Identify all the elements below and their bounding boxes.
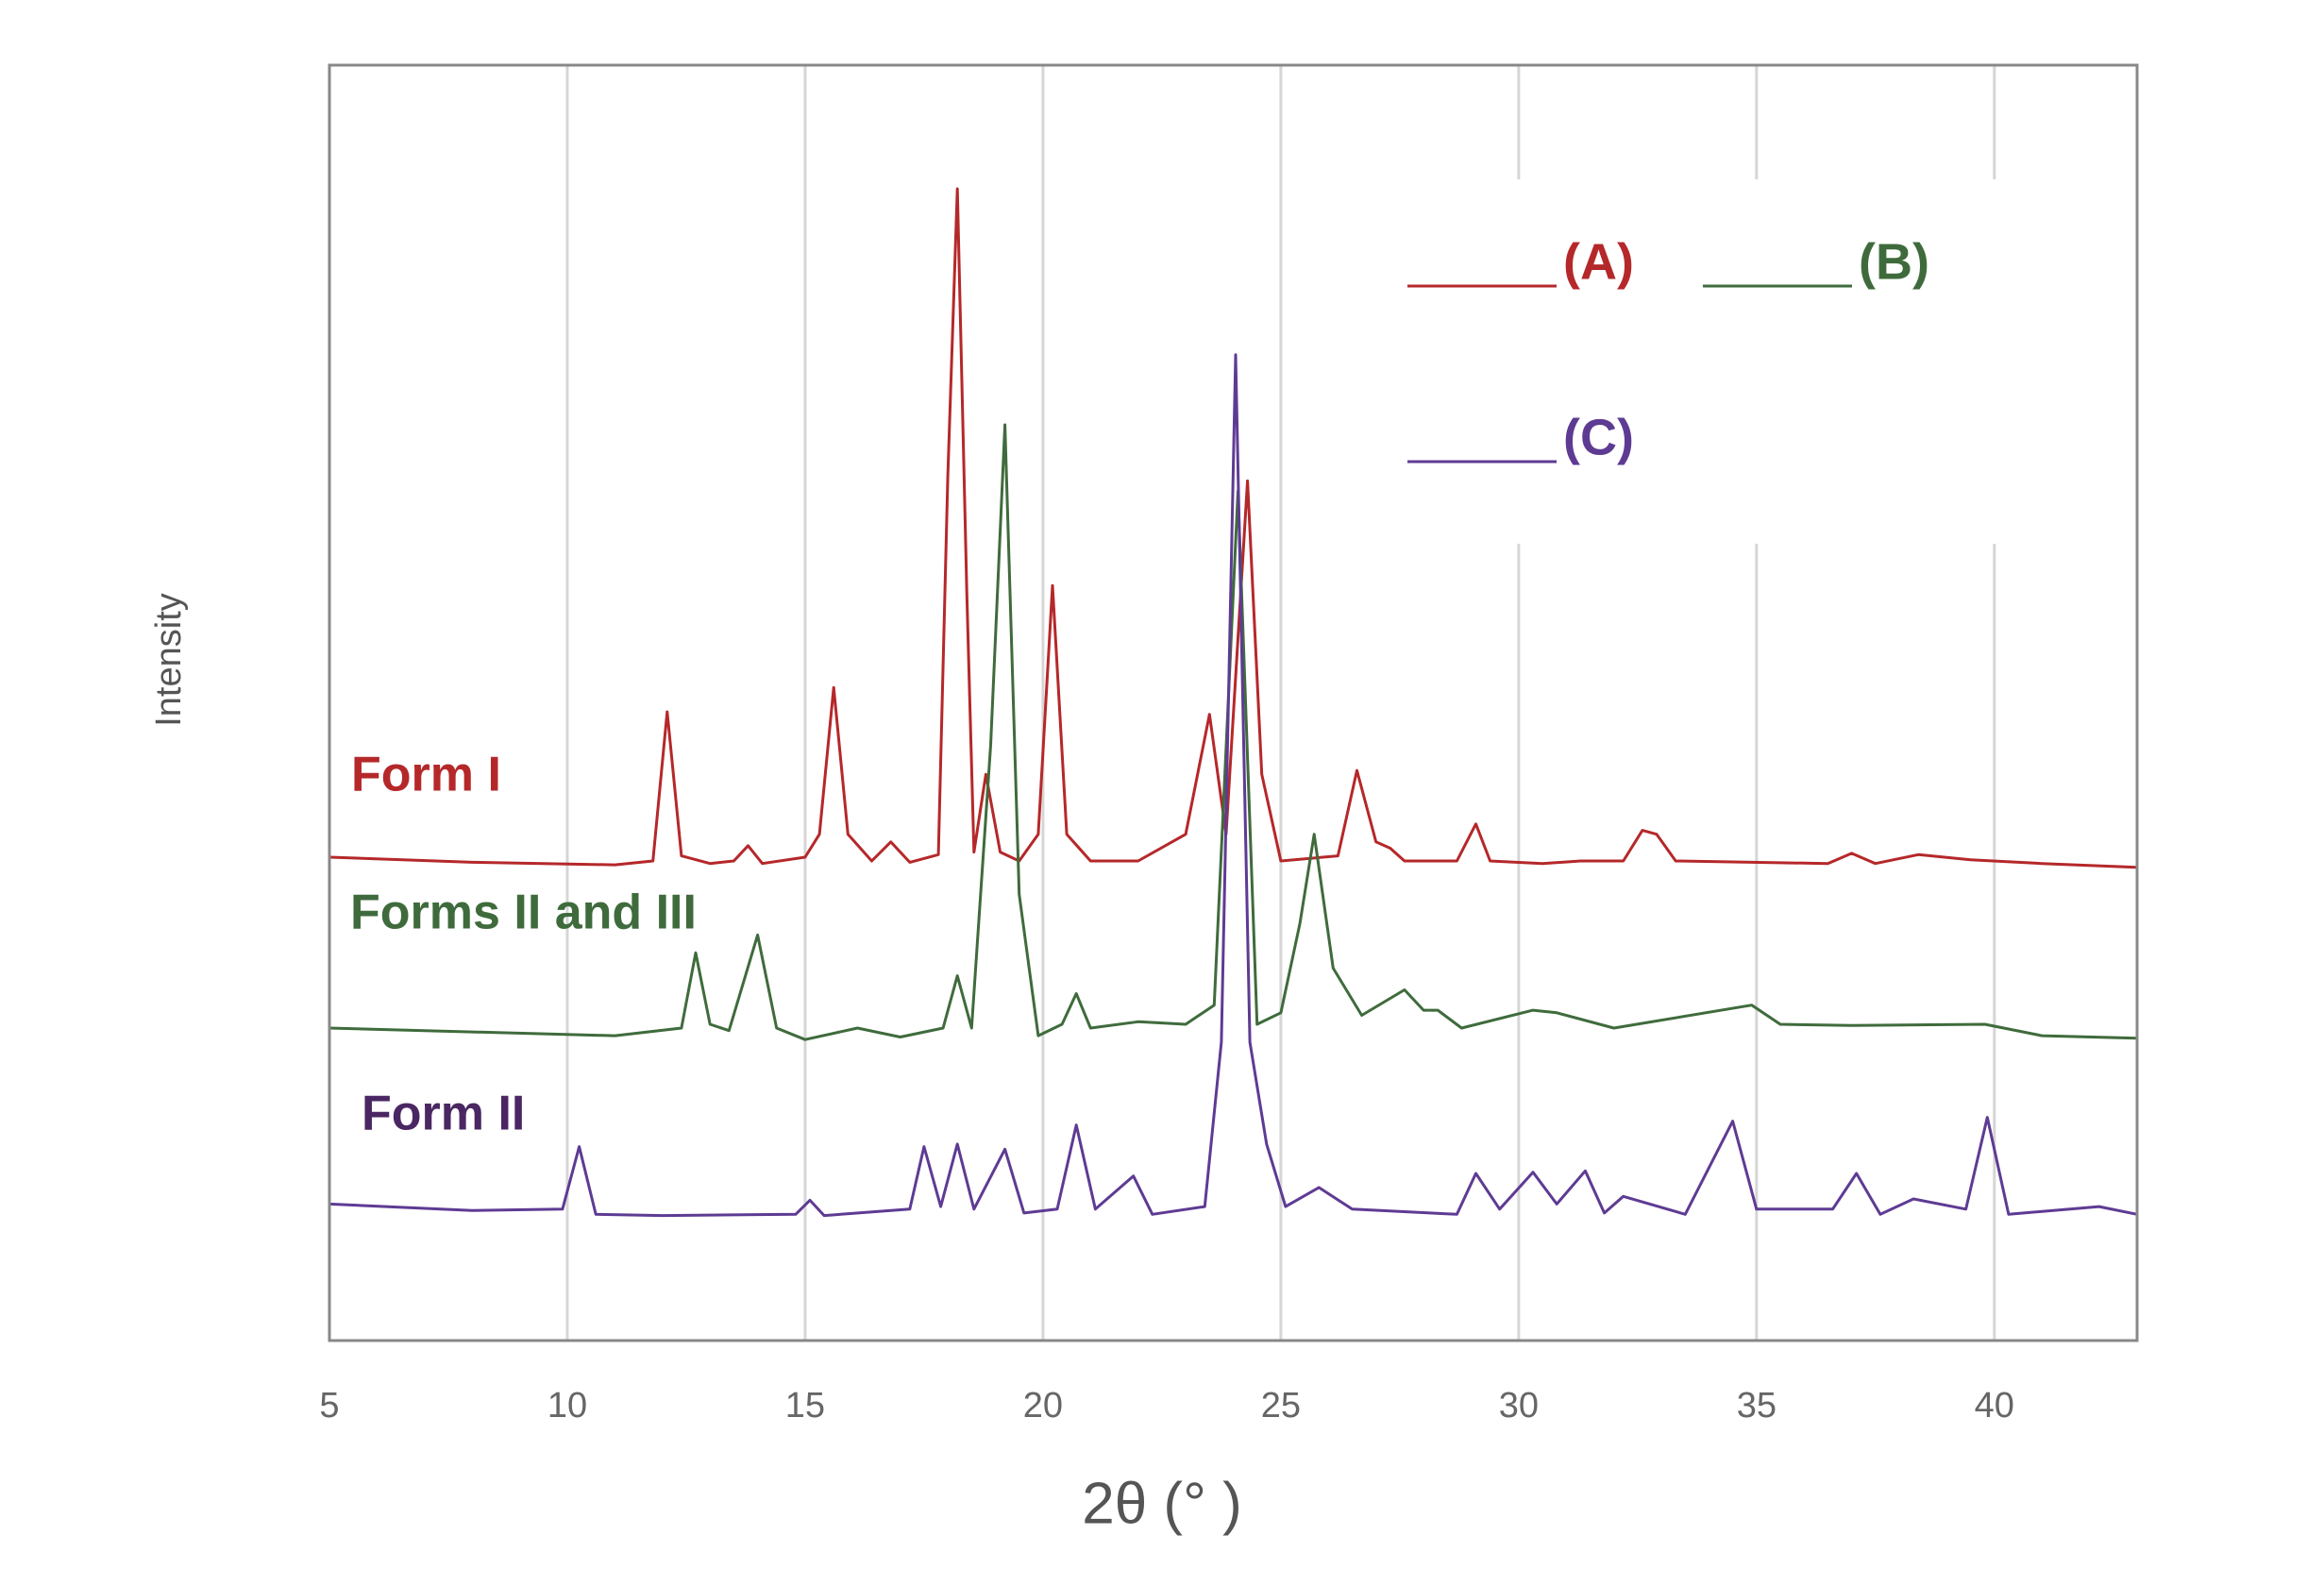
series-line (328, 353, 2138, 1218)
x-tick-label: 30 (1499, 1386, 1539, 1426)
curve-label: Form II (362, 1087, 525, 1141)
x-tick-label: 35 (1737, 1386, 1777, 1426)
series-line (328, 423, 2138, 1041)
x-tick-label: 5 (319, 1386, 339, 1426)
curve-label: Forms II and III (350, 886, 697, 940)
x-tick-label: 20 (1023, 1386, 1063, 1426)
series-line (328, 187, 2138, 869)
y-axis-label: Intensity (149, 593, 189, 727)
legend-label: (B) (1859, 233, 1929, 290)
x-tick-label: 25 (1261, 1386, 1301, 1426)
x-tick-label: 15 (785, 1386, 825, 1426)
x-axis-label: 2θ (° ) (1082, 1471, 1242, 1536)
legend-label: (A) (1563, 233, 1634, 290)
x-ticks: 5 10 15 20 25 30 35 40 (319, 1386, 2014, 1426)
legend: (A) (B) (C) (1407, 233, 1929, 465)
x-tick-label: 10 (547, 1386, 587, 1426)
x-tick-label: 40 (1975, 1386, 2014, 1426)
plot-border (328, 63, 2139, 1342)
legend-background (1388, 179, 2029, 544)
series-lines (328, 187, 2138, 1218)
curve-label: Form I (351, 748, 501, 802)
annotations: Form I Forms II and III Form II (350, 748, 697, 1141)
legend-label: (C) (1563, 409, 1634, 465)
